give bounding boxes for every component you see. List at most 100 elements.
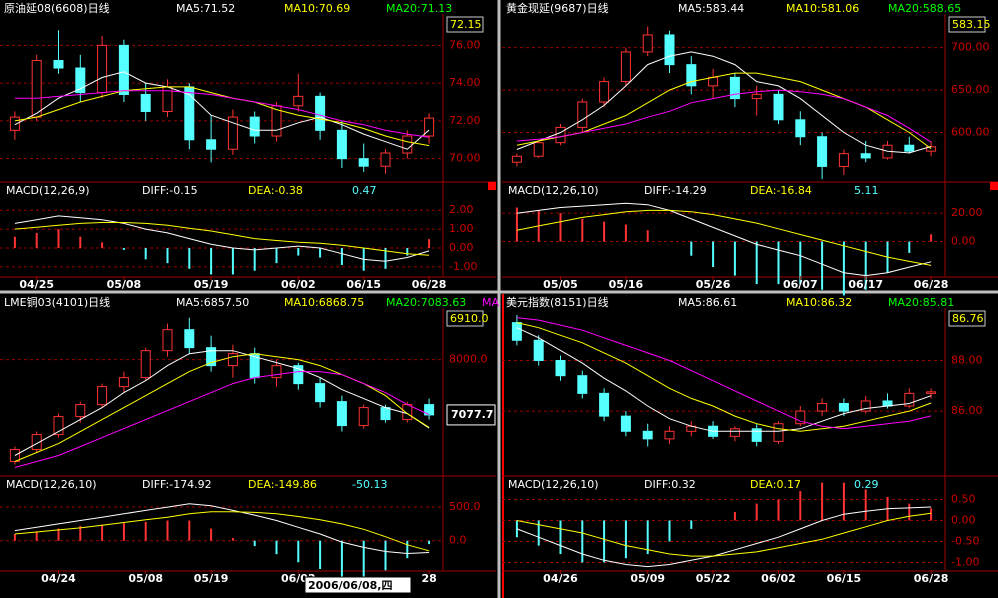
- date-label: 06/28: [914, 278, 949, 291]
- ma10-label: MA10:86.32: [786, 296, 852, 309]
- candle-body: [249, 116, 260, 137]
- candle-body: [795, 410, 806, 425]
- candle-body: [751, 93, 762, 100]
- candle-body: [206, 139, 217, 150]
- date-label: 05/08: [107, 278, 142, 291]
- candle-body: [555, 360, 566, 377]
- date-label: 06/15: [346, 278, 381, 291]
- candle-body: [599, 392, 610, 417]
- date-label: 05/19: [194, 572, 229, 585]
- candle-body: [664, 34, 675, 66]
- candle-body: [118, 377, 129, 388]
- ma20-line: [14, 371, 430, 468]
- date-label: 06/28: [914, 572, 949, 585]
- candle-body: [686, 64, 697, 87]
- ma10-line: [14, 86, 430, 147]
- panel-title: 原油延08(6608)日线: [4, 1, 110, 15]
- ma20-line: [516, 317, 932, 430]
- diff-line: [516, 506, 932, 568]
- candle-body: [773, 423, 784, 442]
- macd-tick-label: 20.00: [951, 206, 983, 219]
- date-label: 05/16: [609, 278, 644, 291]
- macd-label: MACD(12,26,10): [6, 478, 97, 491]
- ma5-label: MA5:6857.50: [176, 296, 249, 309]
- dea-line: [516, 209, 932, 266]
- candle-body: [860, 153, 871, 159]
- macd-value: 0.47: [352, 184, 377, 197]
- macd-label: MACD(12,26,9): [6, 184, 90, 197]
- last-price: 86.76: [952, 312, 984, 325]
- ma20-label: MA20:588.65: [888, 2, 961, 15]
- y-tick-label: 72.00: [449, 114, 481, 127]
- ma20-label: MA20:71.13: [386, 2, 452, 15]
- y-tick-label: 76.00: [449, 38, 481, 51]
- candle-body: [838, 153, 849, 167]
- y-tick-label: 650.00: [951, 83, 990, 96]
- dea-label: DEA:-149.86: [248, 478, 317, 491]
- price-box: [446, 16, 484, 33]
- ma5-line: [516, 51, 932, 154]
- candle-body: [708, 76, 719, 87]
- macd-tick-label: 0.50: [951, 492, 976, 505]
- macd-tick-label: 0.00: [951, 513, 976, 526]
- cursor-date: 2006/06/08,四: [308, 579, 392, 592]
- date-label: 05/05: [543, 278, 578, 291]
- candle-body: [140, 350, 151, 379]
- candle-body: [53, 59, 64, 69]
- candle-body: [271, 365, 282, 379]
- candle-body: [380, 407, 391, 421]
- macd-tick-label: 0.00: [449, 241, 474, 254]
- candle-body: [140, 93, 151, 112]
- dea-line: [14, 511, 430, 552]
- candle-body: [97, 386, 108, 406]
- candle-body: [118, 44, 129, 95]
- diff-label: DIFF:-0.15: [142, 184, 198, 197]
- diff-label: DIFF:-14.29: [644, 184, 707, 197]
- candle-body: [664, 430, 675, 440]
- macd-tick-label: 1.00: [449, 222, 474, 235]
- macd-tick-label: 2.00: [449, 203, 474, 216]
- candle-body: [577, 375, 588, 394]
- candle-body: [642, 430, 653, 440]
- candle-body: [424, 117, 435, 137]
- marker: [990, 182, 998, 190]
- date-label: 04/24: [41, 572, 76, 585]
- candle-body: [9, 449, 20, 463]
- y-tick-label: 88.00: [951, 354, 983, 367]
- candle-body: [293, 95, 304, 107]
- diff-line: [516, 202, 932, 277]
- candle-body: [380, 152, 391, 167]
- macd-tick-label: 0.0: [449, 534, 467, 547]
- candle-body: [773, 93, 784, 121]
- candle-body: [817, 402, 828, 412]
- y-tick-label: 86.00: [951, 404, 983, 417]
- ma5-label: MA5:71.52: [176, 2, 235, 15]
- ma-fragment: MA: [482, 296, 499, 309]
- candle-body: [904, 392, 915, 407]
- ma5-label: MA5:86.61: [678, 296, 737, 309]
- macd-value: 5.11: [854, 184, 879, 197]
- candle-body: [75, 67, 86, 94]
- candle-body: [53, 416, 64, 436]
- dea-line: [516, 512, 932, 557]
- candle-body: [31, 434, 42, 451]
- candle-body: [315, 95, 326, 131]
- date-label: 06/28: [412, 278, 447, 291]
- dea-label: DEA:0.17: [750, 478, 801, 491]
- last-price: 6910.0: [450, 312, 489, 325]
- ma5-line: [14, 71, 430, 150]
- candle-body: [402, 135, 413, 154]
- candle-body: [533, 142, 544, 157]
- candle-body: [926, 391, 937, 394]
- y-tick-label: 700.00: [951, 41, 990, 54]
- macd-tick-label: -1.00: [449, 260, 477, 273]
- candle-body: [293, 365, 304, 385]
- candle-body: [206, 347, 217, 367]
- date-label: 05/26: [696, 278, 731, 291]
- candle-body: [358, 407, 369, 427]
- marker: [488, 182, 496, 190]
- ma20-label: MA20:7083.63: [386, 296, 466, 309]
- panel-title: 黄金现延(9687)日线: [506, 1, 609, 15]
